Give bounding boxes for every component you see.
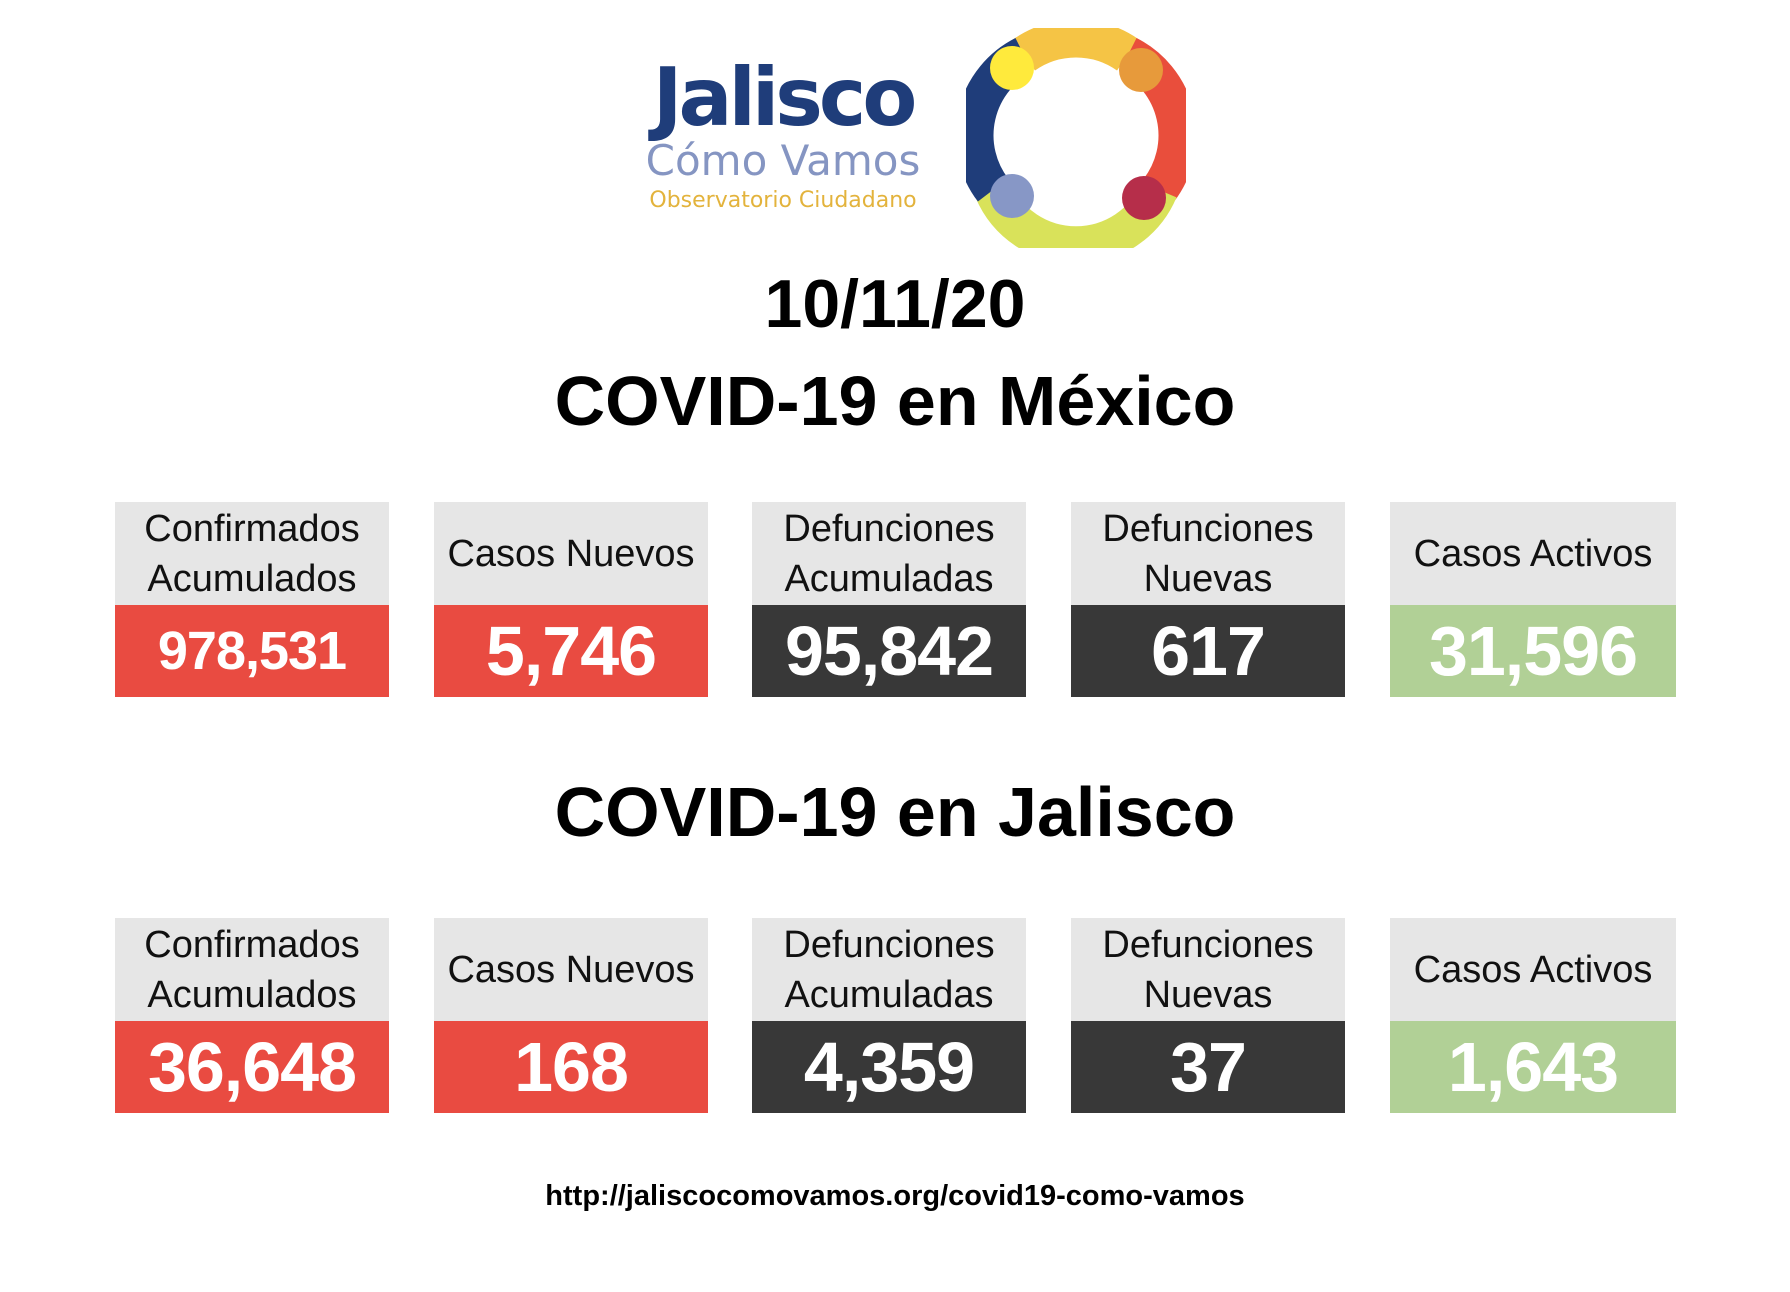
card-value: 36,648	[115, 1021, 389, 1113]
jalisco-card-new-deaths: Defunciones Nuevas 37	[1071, 918, 1345, 1113]
logo-wordmark: Jalisco Cómo Vamos Observatorio Ciudadan…	[628, 28, 938, 212]
jalisco-card-active: Casos Activos 1,643	[1390, 918, 1676, 1113]
mexico-section-title: COVID-19 en México	[554, 362, 1236, 440]
logo-tagline: Observatorio Ciudadano	[649, 188, 917, 213]
mexico-card-deaths: Defunciones Acumuladas 95,842	[752, 502, 1026, 697]
card-label: Casos Activos	[1390, 918, 1676, 1021]
logo-name: Jalisco	[652, 51, 918, 144]
card-value: 5,746	[434, 605, 708, 697]
card-value: 617	[1071, 605, 1345, 697]
card-label: Confirmados Acumulados	[115, 918, 389, 1021]
card-label: Defunciones Nuevas	[1071, 918, 1345, 1021]
mexico-card-confirmed: Confirmados Acumulados 978,531	[115, 502, 389, 697]
mexico-card-active: Casos Activos 31,596	[1390, 502, 1676, 697]
card-value: 978,531	[115, 605, 389, 697]
card-label: Confirmados Acumulados	[115, 502, 389, 605]
footer-url-link[interactable]: http://jaliscocomovamos.org/covid19-como…	[545, 1180, 1245, 1212]
card-label: Casos Activos	[1390, 502, 1676, 605]
logo-ring-icon	[966, 28, 1186, 248]
jalisco-card-confirmed: Confirmados Acumulados 36,648	[115, 918, 389, 1113]
card-value: 95,842	[752, 605, 1026, 697]
mexico-card-new-deaths: Defunciones Nuevas 617	[1071, 502, 1345, 697]
report-date: 10/11/20	[764, 266, 1026, 342]
logo-subtitle: Cómo Vamos	[645, 136, 921, 185]
card-value: 37	[1071, 1021, 1345, 1113]
mexico-card-new-cases: Casos Nuevos 5,746	[434, 502, 708, 697]
card-value: 31,596	[1390, 605, 1676, 697]
jalisco-card-new-cases: Casos Nuevos 168	[434, 918, 708, 1113]
card-label: Defunciones Acumuladas	[752, 502, 1026, 605]
jalisco-section-title: COVID-19 en Jalisco	[554, 773, 1236, 851]
card-label: Casos Nuevos	[434, 502, 708, 605]
jalisco-card-deaths: Defunciones Acumuladas 4,359	[752, 918, 1026, 1113]
card-value: 4,359	[752, 1021, 1026, 1113]
card-label: Casos Nuevos	[434, 918, 708, 1021]
card-value: 168	[434, 1021, 708, 1113]
jalisco-como-vamos-logo: Jalisco Cómo Vamos Observatorio Ciudadan…	[628, 28, 1188, 248]
card-value: 1,643	[1390, 1021, 1676, 1113]
card-label: Defunciones Nuevas	[1071, 502, 1345, 605]
card-label: Defunciones Acumuladas	[752, 918, 1026, 1021]
